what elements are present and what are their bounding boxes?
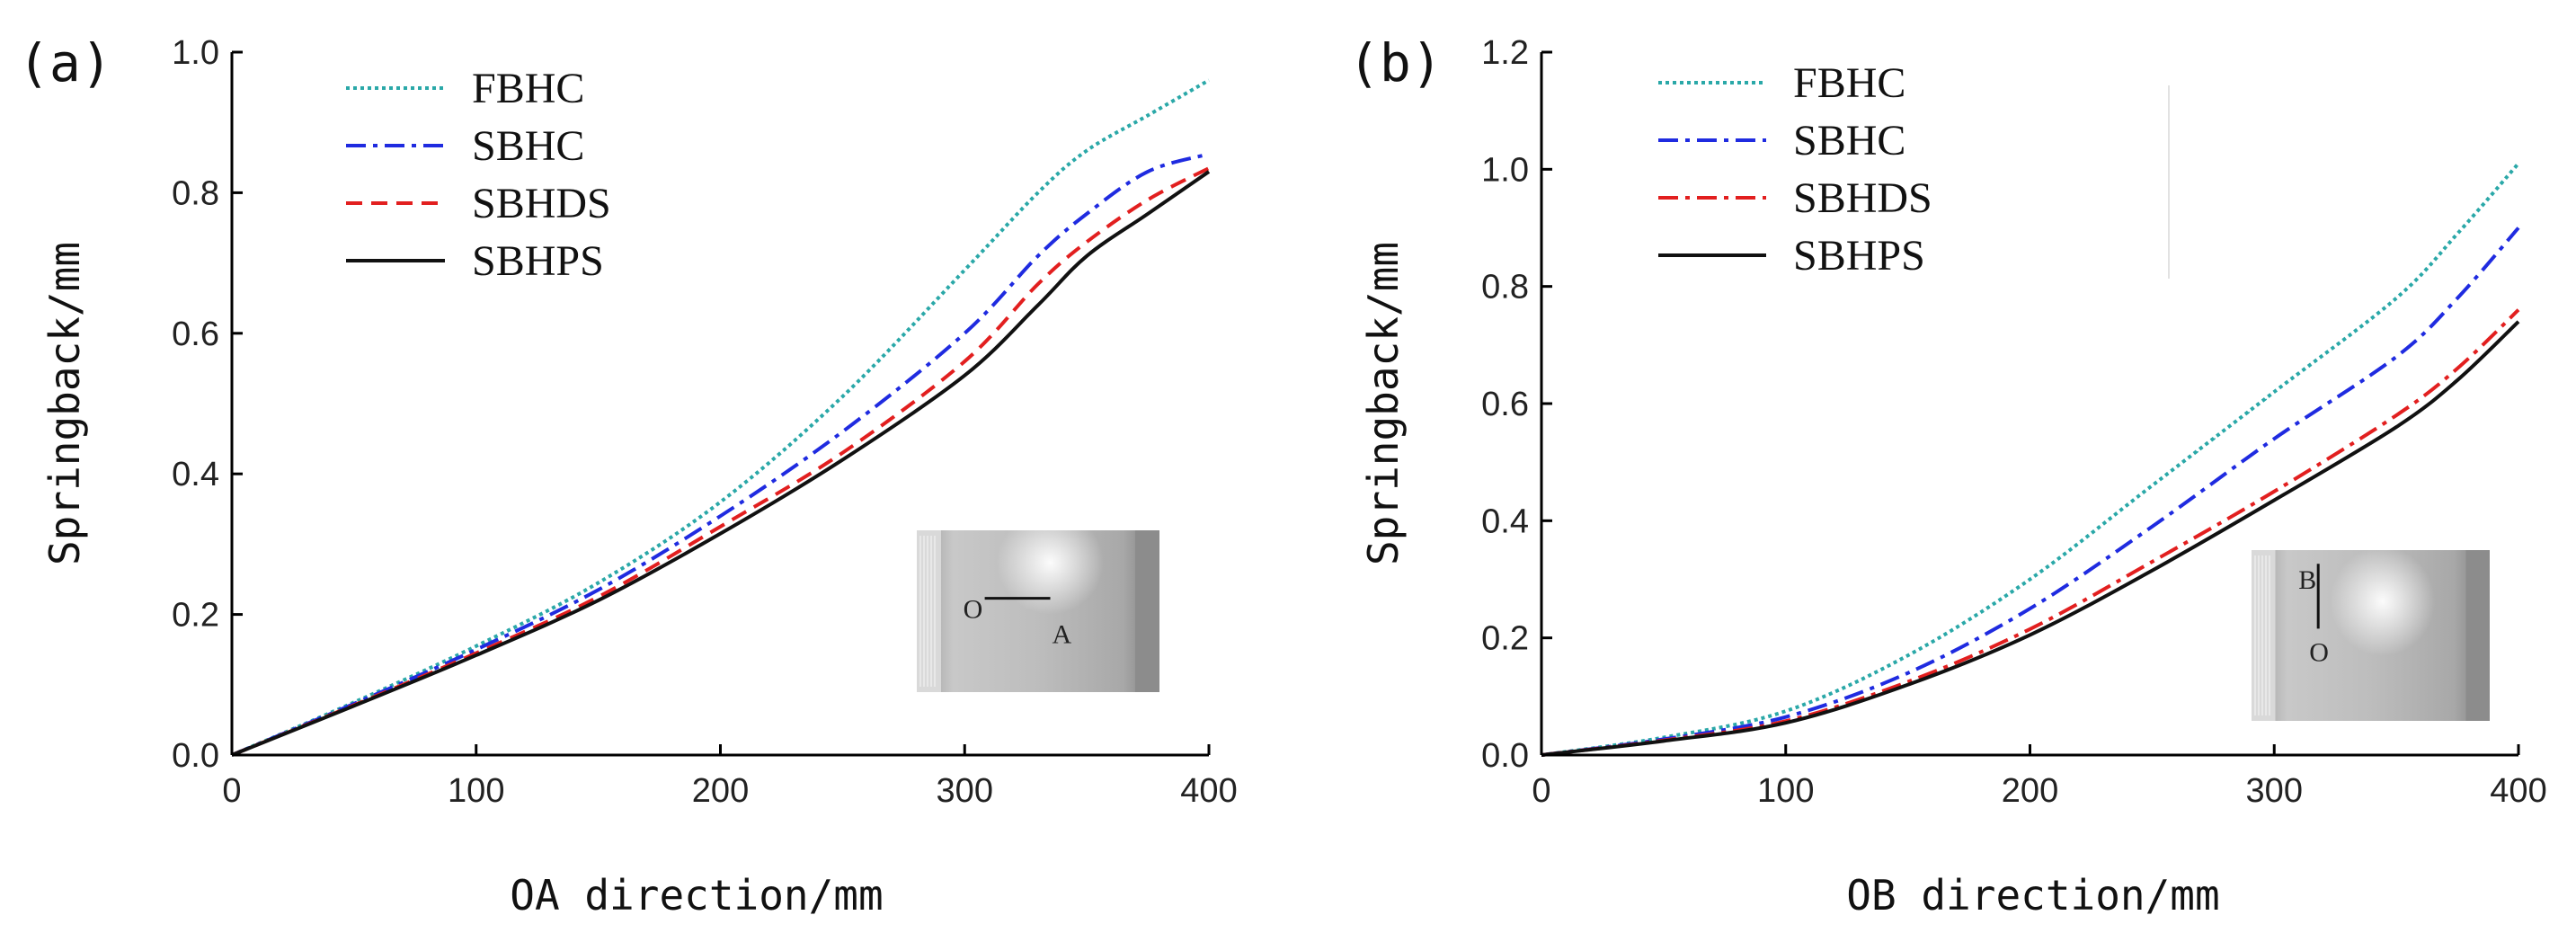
panel-a-series [231, 78, 1211, 757]
x-tick-label: 100 [1757, 772, 1814, 810]
y-tick-label: 0.8 [172, 174, 219, 212]
x-tick-label: 300 [937, 772, 993, 810]
x-tick-label: 0 [222, 772, 241, 810]
panel-a-x-axis-title: OA direction/mm [510, 871, 883, 920]
panel-a-legend: FBHC SBHC SBHDS SBHPS [346, 65, 611, 285]
y-tick-label: 0.2 [172, 597, 219, 635]
panel-b-x-axis-title: OB direction/mm [1846, 871, 2219, 920]
inset-label-origin: O [964, 595, 983, 625]
chart-panel-b: (b) 0 100 200 300 400 0.0 0.2 0.4 0.6 0.8 1.0 1.2 B… [1348, 32, 2547, 920]
inset-part-right-edge [1135, 530, 1159, 692]
legend-label-sbhps: SBHPS [1793, 232, 1925, 280]
series-line-fbhc [1541, 162, 2520, 757]
series-line-sbhps [1541, 320, 2520, 757]
legend-label-sbhds: SBHDS [472, 180, 611, 227]
inset-part-right-edge [2465, 550, 2490, 721]
panel-b-y-axis-title: Springback/mm [1359, 242, 1408, 565]
legend-label-sbhds: SBHDS [1793, 174, 1932, 222]
inset-highlight [997, 511, 1104, 615]
inset-label-end: B [2298, 565, 2316, 595]
inset-highlight [2330, 547, 2436, 656]
panel-label-b: (b) [1348, 32, 1443, 93]
y-tick-label: 0.0 [172, 737, 219, 775]
y-tick-label: 0.6 [1481, 386, 1529, 423]
panel-b-ticks: 0 100 200 300 400 0.0 0.2 0.4 0.6 0.8 1.0 1.2 [1481, 34, 2547, 810]
legend-label-sbhc: SBHC [1793, 117, 1905, 164]
series-line-sbhc [231, 152, 1210, 757]
y-tick-label: 0.0 [1481, 737, 1529, 775]
panel-a-y-axis-title: Springback/mm [40, 242, 89, 565]
legend-label-sbhps: SBHPS [472, 237, 604, 285]
x-tick-label: 0 [1532, 772, 1550, 810]
panel-b-legend: FBHC SBHC SBHDS SBHPS [1658, 59, 1932, 280]
y-tick-label: 0.6 [172, 315, 219, 353]
series-line-sbhps [231, 170, 1211, 757]
x-tick-label: 400 [2490, 772, 2546, 810]
y-tick-label: 1.0 [172, 34, 219, 72]
panel-b-series [1541, 162, 2520, 757]
x-tick-label: 400 [1180, 772, 1237, 810]
panel-a-ticks: 0 100 200 300 400 0.0 0.2 0.4 0.6 0.8 1.0 [172, 34, 1238, 810]
y-tick-label: 1.0 [1481, 151, 1529, 189]
y-tick-label: 0.8 [1481, 269, 1529, 307]
x-tick-label: 200 [692, 772, 749, 810]
inset-label-origin: O [2309, 637, 2329, 667]
panel-a-inset: OA [917, 511, 1159, 692]
x-tick-label: 200 [2002, 772, 2058, 810]
panel-label-a: (a) [18, 32, 112, 93]
y-tick-label: 0.4 [1481, 502, 1529, 540]
x-tick-label: 300 [2246, 772, 2303, 810]
legend-label-fbhc: FBHC [1793, 59, 1905, 107]
y-tick-label: 0.2 [1481, 620, 1529, 658]
legend-label-sbhc: SBHC [472, 122, 584, 170]
series-line-fbhc [231, 78, 1210, 757]
series-line-sbhc [1541, 227, 2520, 757]
inset-label-end: A [1053, 620, 1072, 650]
y-tick-label: 1.2 [1481, 34, 1529, 72]
y-tick-label: 0.4 [172, 456, 219, 493]
legend-label-fbhc: FBHC [472, 65, 584, 112]
x-tick-label: 100 [448, 772, 504, 810]
panel-b-inset: BO [2252, 547, 2490, 721]
